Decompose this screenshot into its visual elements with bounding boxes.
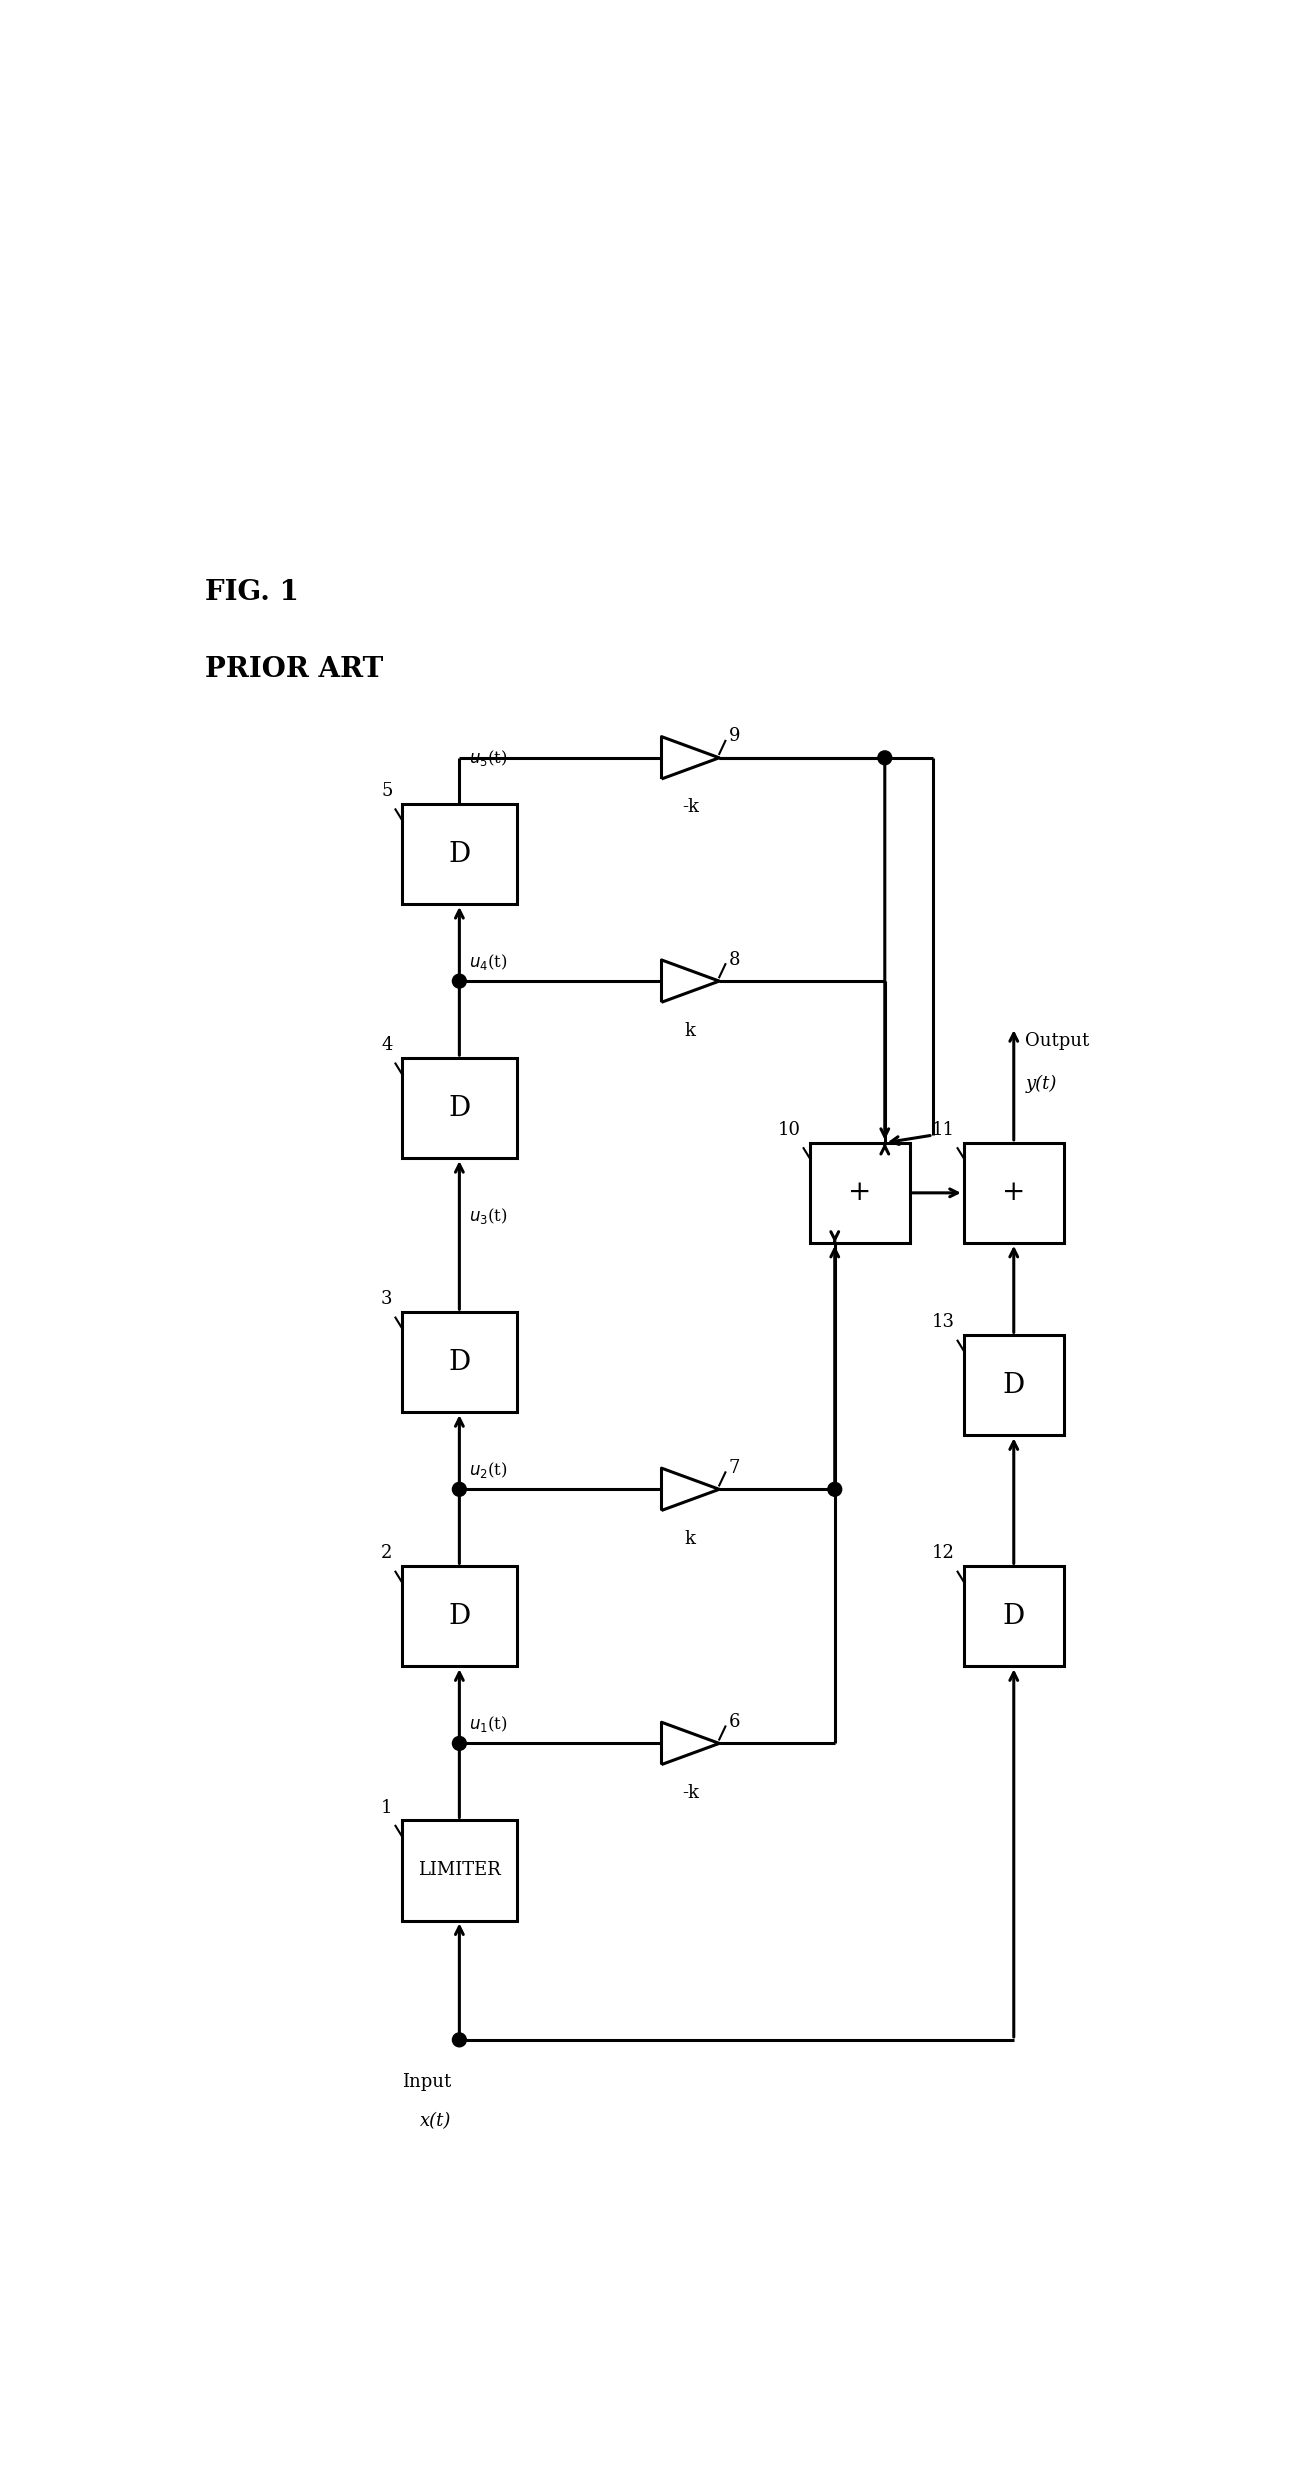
Bar: [402, 1819, 517, 1920]
Circle shape: [453, 1735, 466, 1750]
Bar: [402, 1565, 517, 1666]
Text: 10: 10: [777, 1122, 800, 1139]
Text: k: k: [685, 1021, 696, 1040]
Text: $u_4$(t): $u_4$(t): [468, 951, 508, 971]
Text: D: D: [449, 1348, 471, 1375]
Text: D: D: [449, 841, 471, 868]
Bar: [402, 1057, 517, 1159]
Circle shape: [453, 1481, 466, 1496]
Text: -k: -k: [681, 1785, 698, 1802]
Text: 9: 9: [729, 727, 740, 744]
Text: +: +: [848, 1178, 871, 1205]
Text: D: D: [1003, 1373, 1025, 1398]
Text: 3: 3: [381, 1289, 392, 1309]
Text: D: D: [449, 1602, 471, 1629]
Text: 6: 6: [729, 1713, 740, 1730]
Circle shape: [828, 1481, 841, 1496]
Text: LIMITER: LIMITER: [419, 1861, 501, 1878]
Text: 13: 13: [931, 1314, 955, 1331]
Bar: [402, 804, 517, 905]
Bar: [402, 1311, 517, 1412]
Text: 4: 4: [381, 1035, 392, 1055]
Text: $u_2$(t): $u_2$(t): [468, 1459, 508, 1479]
Bar: [810, 1144, 910, 1242]
Text: 12: 12: [931, 1546, 955, 1563]
Text: 7: 7: [729, 1459, 740, 1477]
Text: -k: -k: [681, 799, 698, 816]
Text: x(t): x(t): [420, 2113, 451, 2130]
Bar: [964, 1565, 1063, 1666]
Text: 11: 11: [931, 1122, 955, 1139]
Text: D: D: [1003, 1602, 1025, 1629]
Text: D: D: [449, 1094, 471, 1122]
Text: $u_3$(t): $u_3$(t): [468, 1205, 508, 1225]
Text: 2: 2: [381, 1546, 392, 1563]
Text: 5: 5: [381, 781, 392, 801]
Circle shape: [878, 752, 892, 764]
Text: k: k: [685, 1531, 696, 1548]
Text: $u_1$(t): $u_1$(t): [468, 1713, 508, 1735]
Bar: [964, 1336, 1063, 1435]
Text: 8: 8: [729, 951, 740, 969]
Bar: [964, 1144, 1063, 1242]
Circle shape: [453, 974, 466, 988]
Text: PRIOR ART: PRIOR ART: [205, 656, 383, 683]
Text: Input: Input: [403, 2073, 451, 2090]
Text: Output: Output: [1025, 1033, 1090, 1050]
Text: 1: 1: [381, 1799, 392, 1817]
Text: y(t): y(t): [1025, 1075, 1057, 1092]
Text: $u_5$(t): $u_5$(t): [468, 747, 508, 767]
Text: FIG. 1: FIG. 1: [205, 579, 300, 606]
Text: +: +: [1002, 1178, 1025, 1205]
Circle shape: [453, 2034, 466, 2046]
